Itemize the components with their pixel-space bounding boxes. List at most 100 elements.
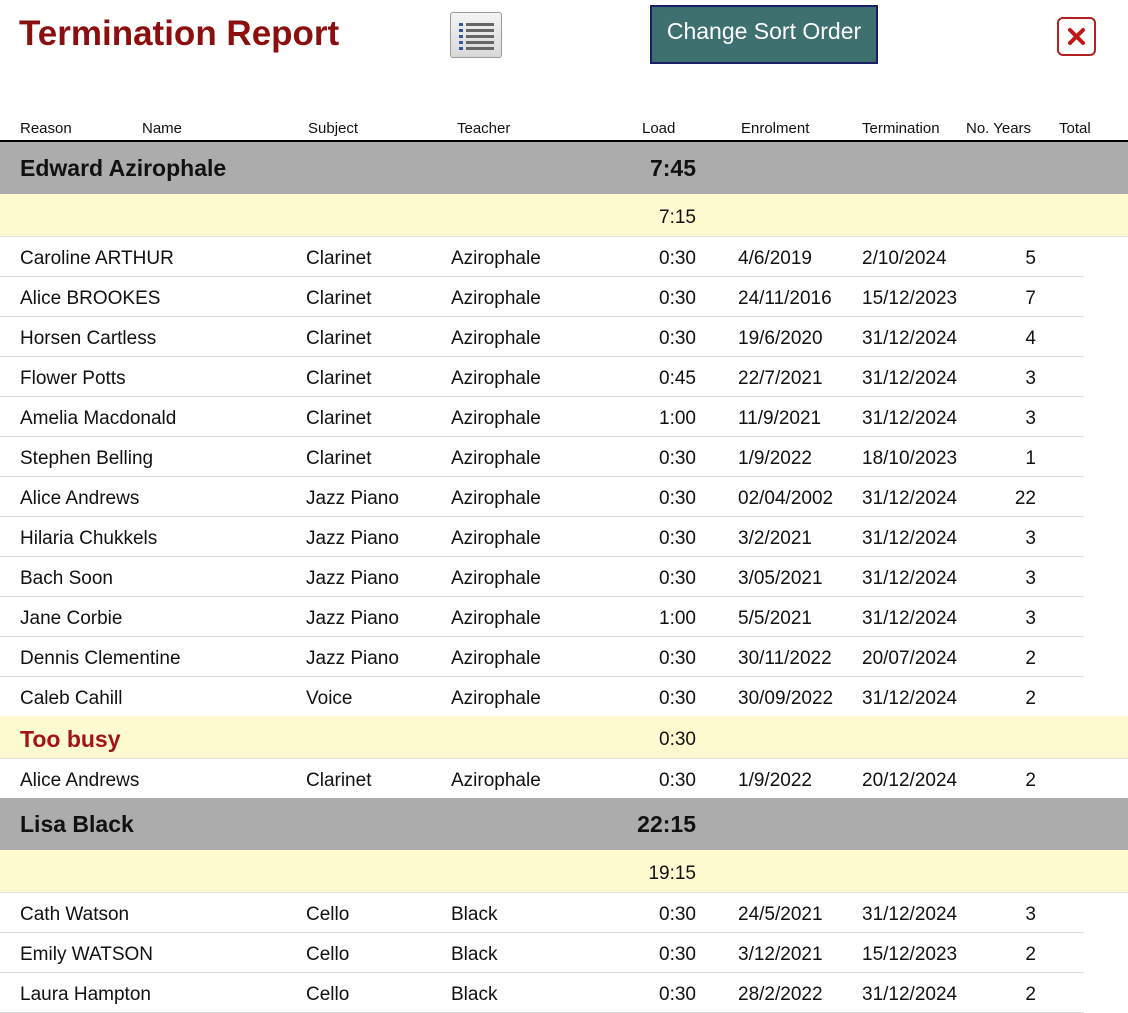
student-name-cell: Amelia Macdonald — [20, 408, 177, 429]
close-x-icon — [1068, 28, 1085, 45]
table-row[interactable]: Amelia Macdonald Clarinet Azirophale 1:00 11… — [0, 396, 1084, 437]
years-cell: 3 — [1025, 408, 1036, 429]
table-row[interactable]: Caroline ARTHUR Clarinet Azirophale 0:30 4/6… — [0, 236, 1084, 277]
years-cell: 3 — [1025, 528, 1036, 549]
column-header-teacher[interactable]: Teacher — [457, 120, 511, 137]
enrolment-cell: 5/5/2021 — [738, 608, 812, 629]
years-cell: 5 — [1025, 248, 1036, 269]
teacher-cell: Black — [451, 904, 498, 925]
change-sort-order-button[interactable]: Change Sort Order — [650, 5, 878, 64]
reason-group-header: 19:15 — [0, 850, 1128, 893]
subject-cell: Cello — [306, 984, 350, 1005]
student-name-cell: Alice Andrews — [20, 770, 140, 791]
table-row[interactable]: Bach Soon Jazz Piano Azirophale 0:30 3/05/20… — [0, 556, 1084, 597]
termination-cell: 20/12/2024 — [862, 770, 958, 791]
teacher-cell: Azirophale — [451, 448, 541, 469]
table-row[interactable]: Cath Watson Cello Black 0:30 24/5/2021 31/12/… — [0, 892, 1084, 933]
column-header-load[interactable]: Load — [642, 120, 676, 137]
years-cell: 2 — [1025, 648, 1036, 669]
years-cell: 2 — [1025, 770, 1036, 791]
load-cell: 0:30 — [659, 770, 696, 791]
reason-total-load: 7:15 — [659, 207, 696, 228]
table-row[interactable]: Hilaria Chukkels Jazz Piano Azirophale 0:30… — [0, 516, 1084, 557]
student-name-cell: Alice BROOKES — [20, 288, 161, 309]
student-name-cell: Bach Soon — [20, 568, 113, 589]
teacher-cell: Azirophale — [451, 568, 541, 589]
years-cell: 2 — [1025, 944, 1036, 965]
subject-cell: Clarinet — [306, 368, 372, 389]
enrolment-cell: 3/05/2021 — [738, 568, 823, 589]
subject-cell: Clarinet — [306, 248, 372, 269]
termination-cell: 31/12/2024 — [862, 488, 958, 509]
list-icon-graphic — [459, 23, 494, 50]
load-cell: 1:00 — [659, 608, 696, 629]
teacher-cell: Black — [451, 984, 498, 1005]
load-cell: 0:30 — [659, 904, 696, 925]
column-header-row: Reason Name Subject Teacher Load Enrolme… — [0, 118, 1128, 142]
column-header-total[interactable]: Total — [1059, 120, 1091, 137]
table-row[interactable]: Jane Corbie Jazz Piano Azirophale 1:00 5/5/2… — [0, 596, 1084, 637]
column-header-name[interactable]: Name — [142, 120, 183, 137]
teacher-cell: Azirophale — [451, 488, 541, 509]
reason-total-load: 0:30 — [659, 729, 696, 750]
years-cell: 3 — [1025, 368, 1036, 389]
enrolment-cell: 1/9/2022 — [738, 770, 812, 791]
subject-cell: Clarinet — [306, 288, 372, 309]
enrolment-cell: 30/11/2022 — [738, 648, 832, 669]
table-row[interactable]: Flower Potts Clarinet Azirophale 0:45 22/7/2… — [0, 356, 1084, 397]
termination-cell: 15/12/2023 — [862, 944, 958, 965]
teacher-group-header: Lisa Black 22:15 — [0, 798, 1128, 850]
termination-cell: 18/10/2023 — [862, 448, 958, 469]
load-cell: 0:30 — [659, 648, 696, 669]
table-row[interactable]: Stephen Belling Clarinet Azirophale 0:30 1/9… — [0, 436, 1084, 477]
table-row[interactable]: Alice Andrews Jazz Piano Azirophale 0:30 02/… — [0, 476, 1084, 517]
years-cell: 3 — [1025, 608, 1036, 629]
subject-cell: Clarinet — [306, 448, 372, 469]
termination-cell: 31/12/2024 — [862, 904, 958, 925]
termination-cell: 31/12/2024 — [862, 608, 958, 629]
table-row[interactable]: Caleb Cahill Voice Azirophale 0:30 30/09/202… — [0, 676, 1084, 717]
column-header-subject[interactable]: Subject — [308, 120, 359, 137]
load-cell: 0:30 — [659, 568, 696, 589]
enrolment-cell: 11/9/2021 — [738, 408, 822, 429]
subject-cell: Cello — [306, 944, 350, 965]
table-row[interactable]: Emily WATSON Cello Black 0:30 3/12/2021 15/12… — [0, 932, 1084, 973]
load-cell: 0:30 — [659, 288, 696, 309]
student-name-cell: Alice Andrews — [20, 488, 140, 509]
subject-cell: Clarinet — [306, 328, 372, 349]
student-name-cell: Emily WATSON — [20, 944, 153, 965]
years-cell: 2 — [1025, 688, 1036, 709]
table-row[interactable]: Alice Andrews Clarinet Azirophale 0:30 1/9/2… — [0, 758, 1084, 799]
subject-cell: Clarinet — [306, 408, 372, 429]
column-header-reason[interactable]: Reason — [20, 120, 72, 137]
subject-cell: Jazz Piano — [306, 528, 399, 549]
column-header-enrolment[interactable]: Enrolment — [741, 120, 810, 137]
enrolment-cell: 3/12/2021 — [738, 944, 823, 965]
termination-cell: 31/12/2024 — [862, 688, 958, 709]
table-row[interactable]: Horsen Cartless Clarinet Azirophale 0:30 19/… — [0, 316, 1084, 357]
years-cell: 3 — [1025, 904, 1036, 925]
teacher-cell: Azirophale — [451, 288, 541, 309]
reason-group-header: Too busy 0:30 — [0, 716, 1128, 759]
teacher-cell: Black — [451, 944, 498, 965]
column-header-years[interactable]: No. Years — [966, 120, 1032, 137]
teacher-cell: Azirophale — [451, 648, 541, 669]
enrolment-cell: 24/11/2016 — [738, 288, 832, 309]
student-name-cell: Hilaria Chukkels — [20, 528, 158, 549]
enrolment-cell: 30/09/2022 — [738, 688, 834, 709]
enrolment-cell: 24/5/2021 — [738, 904, 823, 925]
column-header-termination[interactable]: Termination — [862, 120, 940, 137]
close-button[interactable] — [1057, 17, 1096, 56]
termination-cell: 31/12/2024 — [862, 568, 958, 589]
table-row[interactable]: Alice BROOKES Clarinet Azirophale 0:30 24/11… — [0, 276, 1084, 317]
reason-total-load: 19:15 — [648, 863, 696, 884]
table-row[interactable]: Laura Hampton Cello Black 0:30 28/2/2022 31/1… — [0, 972, 1084, 1013]
page-title: Termination Report — [19, 14, 340, 53]
table-row[interactable]: Dennis Clementine Jazz Piano Azirophale 0:3… — [0, 636, 1084, 677]
load-cell: 0:30 — [659, 688, 696, 709]
teacher-cell: Azirophale — [451, 368, 541, 389]
list-report-icon[interactable] — [450, 12, 502, 58]
subject-cell: Jazz Piano — [306, 568, 399, 589]
enrolment-cell: 4/6/2019 — [738, 248, 812, 269]
student-name-cell: Cath Watson — [20, 904, 130, 925]
